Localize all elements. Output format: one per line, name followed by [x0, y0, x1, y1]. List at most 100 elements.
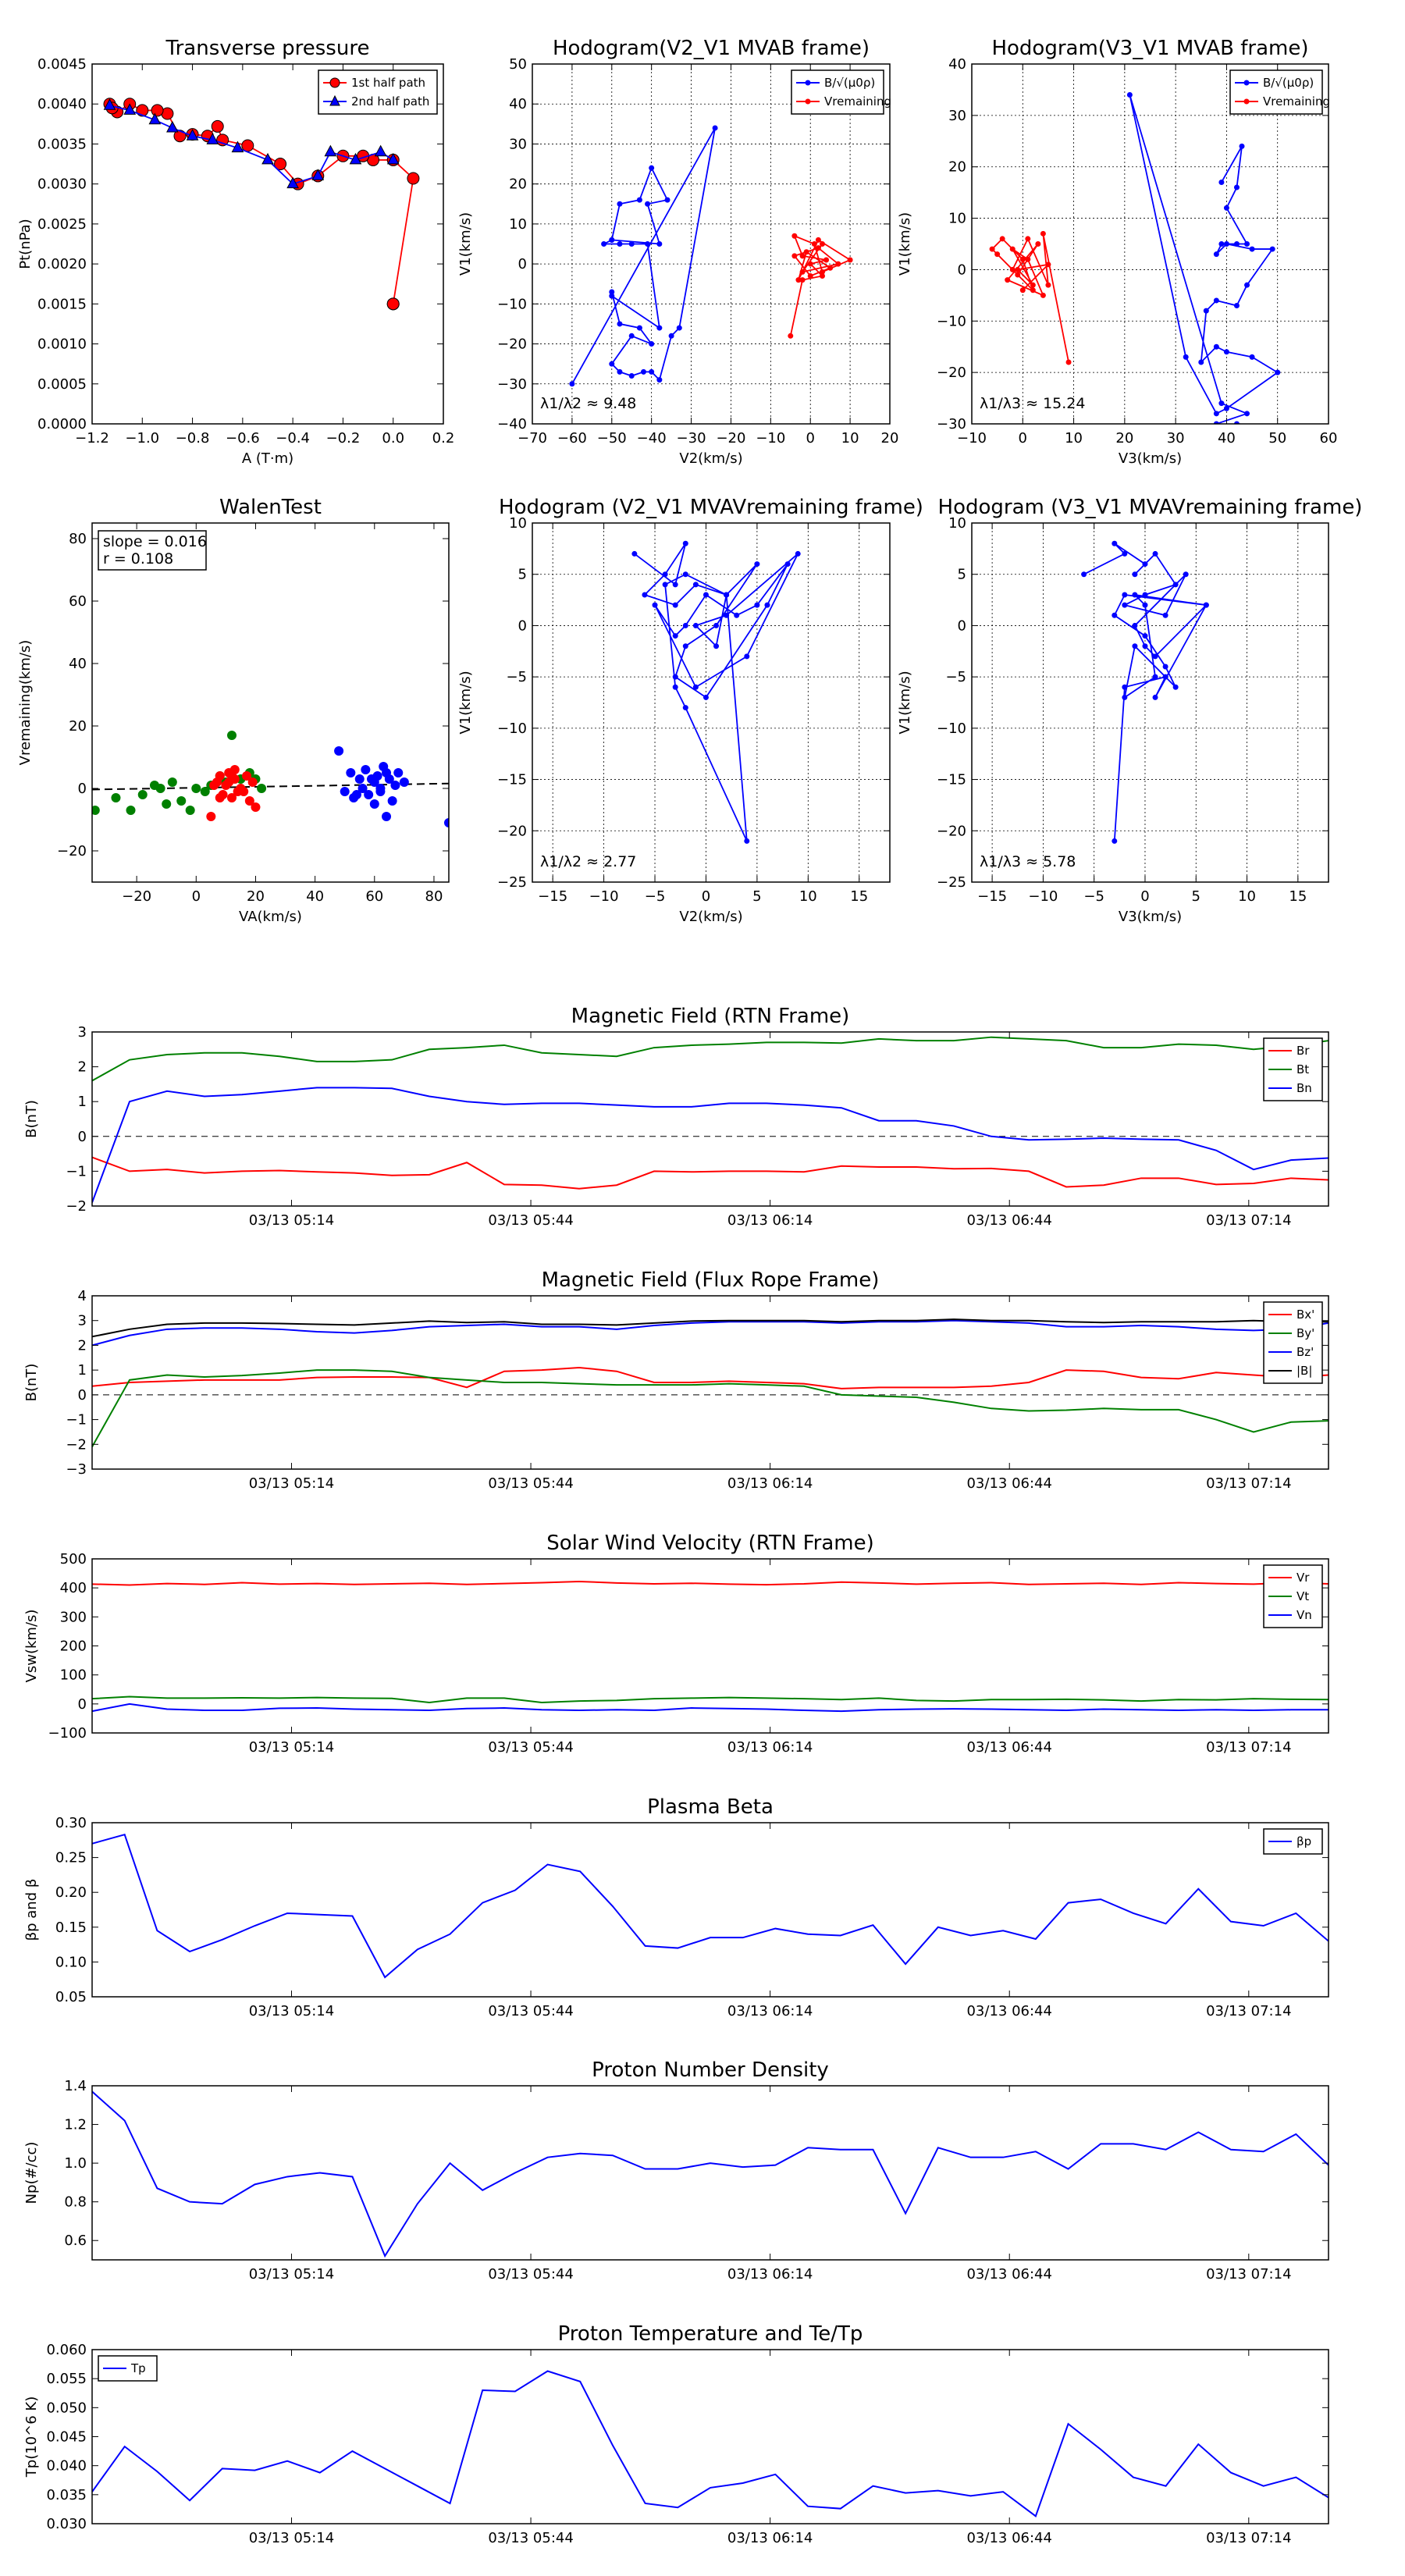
scatter-point	[244, 796, 254, 806]
data-point	[1203, 308, 1209, 314]
data-point	[791, 233, 798, 239]
scatter-point	[364, 790, 374, 799]
data-point	[754, 561, 760, 568]
data-point	[795, 550, 801, 557]
x-tick-label: 0	[702, 888, 710, 905]
x-tick-label: 03/13 05:44	[488, 1475, 573, 1492]
plot-area	[92, 1833, 1329, 1979]
x-axis-label: V2(km/s)	[679, 450, 742, 467]
data-point	[652, 602, 658, 608]
data-point	[642, 592, 648, 598]
data-point	[1025, 256, 1031, 262]
data-point	[754, 602, 760, 608]
data-point-triangle	[261, 152, 274, 165]
axes-frame	[532, 63, 891, 425]
data-point	[1009, 266, 1016, 272]
y-tick-label: 10	[948, 211, 966, 227]
x-tick-label: 03/13 05:14	[249, 2003, 334, 2019]
scatter-point	[162, 799, 172, 809]
y-tick-label: −2	[66, 1436, 87, 1453]
y-tick-label: 5	[958, 567, 966, 583]
chart-mag_fr: −3 −2 −1 0 1 2 3 4 03/13 05:14 03/13 05:44 03/13 0…	[23, 1268, 1329, 1492]
x-tick-label: −0.4	[276, 430, 310, 447]
axes-frame	[532, 522, 891, 883]
y-axis-label: βp and β	[23, 1879, 40, 1941]
y-axis-label: V1(km/s)	[457, 671, 474, 734]
legend-label: 1st half path	[351, 76, 425, 90]
data-point	[682, 622, 688, 628]
y-tick-label: 1.4	[64, 2078, 87, 2094]
scatter-point	[247, 777, 258, 787]
scatter-point	[176, 796, 187, 806]
y-tick-label: −30	[937, 416, 966, 432]
data-point	[1019, 256, 1026, 262]
y-tick-label: −15	[937, 772, 966, 788]
chart-title: Transverse pressure	[165, 37, 370, 60]
data-point	[636, 325, 642, 331]
data-point	[1112, 838, 1118, 844]
data-point	[1213, 297, 1219, 304]
data-point-circle	[386, 297, 400, 311]
data-point	[617, 321, 623, 327]
y-tick-label: −30	[497, 376, 527, 393]
y-tick-label: 0.0045	[37, 56, 87, 73]
plot-area	[103, 98, 420, 311]
chart-title: WalenTest	[219, 496, 322, 519]
x-tick-label: 03/13 05:44	[488, 2266, 573, 2282]
x-tick-label: 5	[752, 888, 761, 905]
scatter-point	[375, 787, 386, 796]
x-tick-label: 50	[1268, 430, 1286, 447]
y-tick-label: 30	[948, 108, 966, 124]
plot-area	[92, 1580, 1329, 1713]
data-point	[1198, 359, 1204, 365]
data-point	[662, 582, 668, 588]
y-tick-label: −3	[66, 1461, 87, 1478]
chart-title: Hodogram (V3_V1 MVAVremaining frame)	[938, 496, 1363, 519]
data-point	[1213, 411, 1219, 417]
data-point	[692, 582, 699, 588]
data-point	[712, 125, 718, 131]
x-tick-label: 40	[306, 888, 324, 905]
legend-label: Bn	[1297, 1081, 1312, 1095]
x-tick-label: 03/13 06:14	[727, 1475, 813, 1492]
legend-label: 2nd half path	[351, 94, 429, 109]
x-tick-label: −40	[637, 430, 667, 447]
y-tick-label: 0.0020	[37, 256, 87, 272]
y-tick-label: 10	[509, 515, 527, 532]
legend-box	[1263, 1301, 1323, 1384]
data-point-triangle	[311, 169, 325, 180]
data-point	[609, 293, 615, 299]
axes-frame	[971, 522, 1329, 883]
data-point	[1223, 405, 1229, 411]
data-point	[1132, 592, 1138, 598]
data-point	[815, 237, 821, 243]
plot-area	[92, 731, 449, 827]
chart-title: Hodogram(V3_V1 MVAB frame)	[991, 37, 1308, 60]
series-line-b	[92, 1318, 1329, 1338]
y-tick-label: −10	[937, 720, 966, 737]
data-point	[682, 540, 688, 546]
data-point	[628, 241, 635, 247]
data-point	[807, 261, 813, 267]
data-point-circle	[151, 104, 164, 117]
data-point	[617, 241, 623, 247]
data-point	[1249, 354, 1255, 360]
x-tick-label: 10	[841, 430, 859, 447]
scatter-point	[393, 768, 404, 777]
data-point	[784, 561, 791, 568]
plot-area	[989, 92, 1281, 424]
data-point	[734, 612, 740, 618]
scatter-point	[200, 787, 210, 796]
data-point	[1040, 292, 1046, 298]
y-tick-label: 10	[948, 515, 966, 532]
y-tick-label: 40	[69, 656, 87, 672]
data-point	[835, 261, 841, 267]
data-point	[656, 377, 663, 383]
x-tick-label: 03/13 07:14	[1206, 2266, 1291, 2282]
data-point	[1152, 674, 1158, 680]
data-point	[672, 582, 678, 588]
data-point	[1025, 236, 1031, 242]
data-point-circle	[274, 158, 287, 171]
data-point	[609, 289, 615, 295]
scatter-point	[126, 806, 136, 815]
